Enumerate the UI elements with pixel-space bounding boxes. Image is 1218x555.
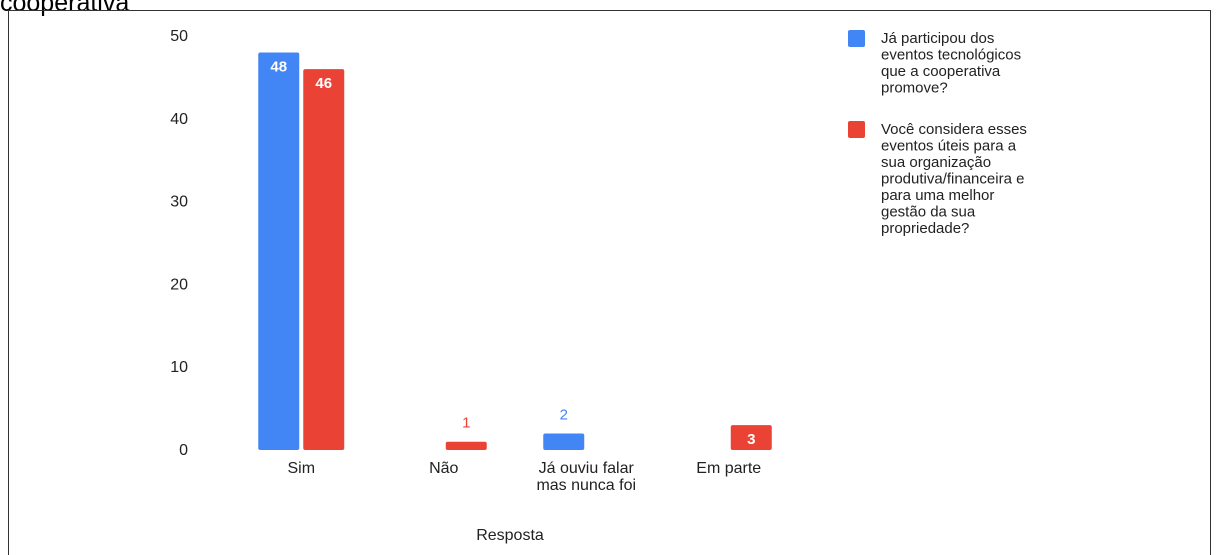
x-axis-title: Resposta bbox=[476, 527, 544, 544]
chart-title-fragment: cooperativa bbox=[0, 0, 130, 17]
x-axis-ticks: Sim Não Já ouviu falar mas nunca foi Em part… bbox=[287, 460, 761, 494]
bars bbox=[258, 52, 772, 451]
bar bbox=[303, 69, 345, 451]
x-tick-label: Sim bbox=[287, 460, 315, 477]
bar bbox=[258, 52, 300, 451]
y-tick-label: 0 bbox=[179, 442, 188, 459]
y-tick-label: 20 bbox=[170, 276, 188, 293]
legend: Já participou dos eventos tecnológicos que… bbox=[848, 30, 1027, 237]
chart-frame bbox=[8, 10, 1211, 555]
x-tick-label: Já ouviu falar mas nunca foi bbox=[536, 460, 636, 494]
bar-labels: 48 46 1 2 3 bbox=[270, 59, 755, 449]
legend-label: Você considera esses eventos úteis para a… bbox=[881, 121, 1027, 237]
bar bbox=[543, 433, 585, 450]
y-tick-label: 40 bbox=[170, 111, 188, 128]
x-tick-label: Em parte bbox=[696, 460, 761, 477]
y-axis-ticks: 0 10 20 30 40 50 bbox=[170, 28, 188, 459]
y-tick-label: 10 bbox=[170, 359, 188, 376]
bar-value-label: 1 bbox=[462, 415, 470, 432]
legend-label: Já participou dos eventos tecnológicos que… bbox=[881, 30, 1021, 97]
x-tick-label: Não bbox=[429, 460, 458, 477]
y-tick-label: 30 bbox=[170, 194, 188, 211]
bar-value-label: 2 bbox=[560, 406, 568, 423]
bar bbox=[445, 441, 487, 450]
y-tick-label: 50 bbox=[170, 28, 188, 45]
bar-value-label: 48 bbox=[270, 59, 287, 76]
legend-swatch bbox=[848, 30, 865, 47]
bar-value-label: 46 bbox=[315, 75, 332, 92]
bar-value-label: 3 bbox=[747, 431, 755, 448]
legend-swatch bbox=[848, 121, 865, 138]
bar bbox=[730, 425, 772, 450]
